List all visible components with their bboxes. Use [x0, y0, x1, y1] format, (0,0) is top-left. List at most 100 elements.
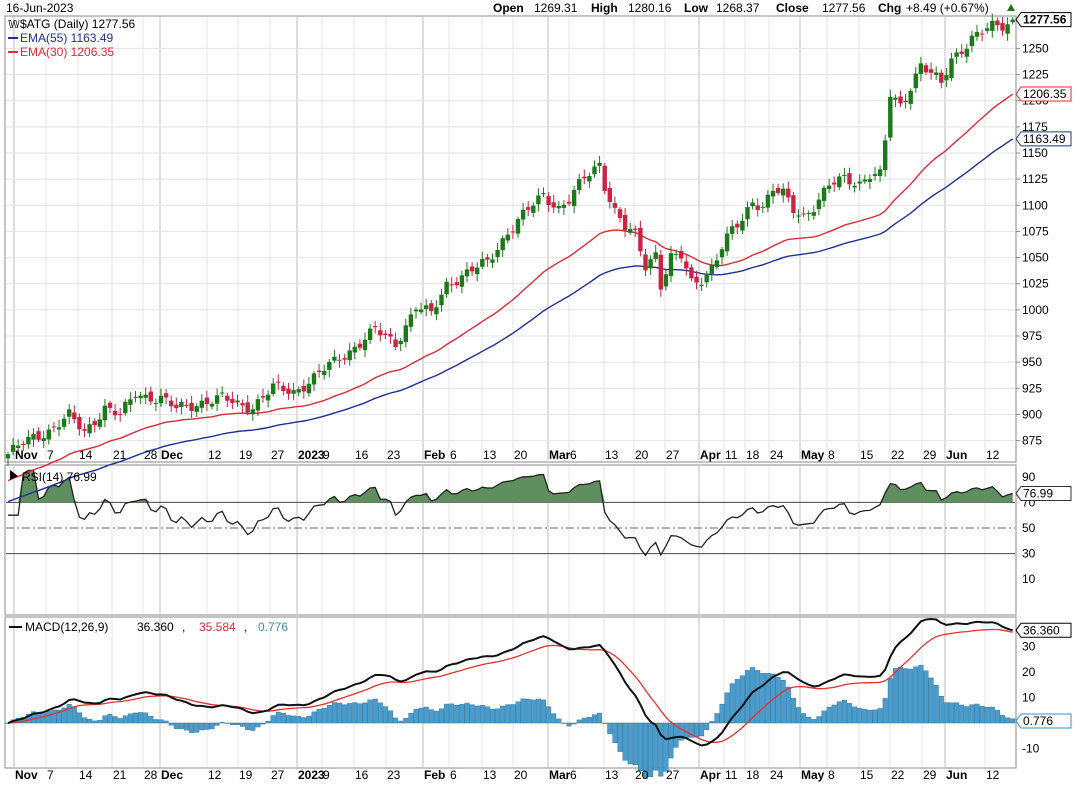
- macd-histogram-bar: [872, 709, 878, 724]
- macd-histogram-bar: [806, 717, 812, 724]
- price-panel: [4, 15, 1017, 463]
- close-value: 1277.56: [822, 1, 866, 15]
- macd-histogram-bar: [597, 712, 603, 724]
- ema-lines: [7, 93, 1014, 503]
- macd-histogram-bar: [321, 707, 327, 724]
- macd-histogram-bar: [311, 711, 317, 724]
- macd-histogram-bar: [515, 701, 521, 724]
- x-tick-label: 7: [47, 768, 54, 782]
- x-tick-label: 22: [891, 768, 905, 782]
- candle-body: [138, 395, 143, 399]
- rsi-tag: [1015, 485, 1072, 501]
- candle-body: [719, 249, 725, 258]
- x-tick-label: 13: [483, 448, 497, 462]
- candle-body: [418, 309, 424, 313]
- macd-histogram-bar: [500, 705, 506, 724]
- candle-body: [459, 275, 465, 287]
- macd-histogram-bar: [352, 702, 358, 724]
- macd-histogram-bar: [214, 722, 220, 726]
- macd-histogram-bar: [347, 703, 353, 724]
- candle-body: [658, 254, 663, 290]
- candle-body: [699, 284, 704, 286]
- candle-body: [413, 309, 419, 312]
- x-tick-label: 16: [355, 448, 369, 462]
- macd-histogram-bar: [566, 722, 572, 727]
- macd-histogram-bar: [280, 713, 286, 724]
- macd-histogram-bar: [581, 717, 587, 724]
- candle-body: [811, 212, 816, 216]
- macd-histogram-bar: [112, 716, 118, 724]
- candle-body: [357, 343, 363, 348]
- candle-body: [265, 394, 271, 401]
- macd-histogram-bar: [41, 713, 47, 724]
- candle-body: [842, 175, 847, 177]
- candle-body: [821, 187, 827, 201]
- rsi-panel: [4, 464, 1017, 616]
- macd-histogram-bar: [31, 711, 37, 724]
- candle-body: [240, 403, 245, 406]
- macd-histogram-bar: [816, 716, 822, 724]
- macd-histogram-bar: [97, 720, 103, 724]
- macd-histogram-bar: [699, 722, 705, 737]
- macd-histogram-bar: [132, 712, 138, 724]
- macd-histogram-bar: [943, 702, 949, 724]
- x-tick-label: 20: [635, 448, 649, 462]
- macd-histogram-bar: [255, 722, 261, 728]
- macd-histogram-bar: [653, 722, 659, 771]
- x-tick-label: Mar: [549, 448, 571, 462]
- macd-histogram-bar: [337, 703, 343, 724]
- candle-body: [204, 397, 210, 405]
- candle-body: [16, 445, 21, 448]
- x-tick-label: 11: [725, 768, 738, 782]
- candle-body: [332, 356, 337, 361]
- price-tick-label: 950: [1022, 355, 1042, 369]
- x-tick-label: 21: [113, 768, 127, 782]
- macd-histogram-bar: [275, 711, 281, 724]
- x-tick-label: 13: [605, 768, 619, 782]
- macd-histogram-bar: [102, 715, 108, 724]
- candles: [5, 13, 1015, 466]
- macd-histogram-bar: [464, 702, 470, 724]
- x-tick-label: 27: [271, 768, 285, 782]
- candle-body: [245, 402, 250, 413]
- x-tick-label: 6: [450, 448, 457, 462]
- candle-body: [373, 326, 378, 328]
- macd-histogram-bar: [561, 722, 567, 724]
- macd-histogram-bar: [469, 704, 475, 724]
- candle-body: [21, 443, 26, 446]
- macd-histogram-bar: [688, 722, 694, 738]
- hist-tag: [1015, 713, 1072, 729]
- candle-body: [582, 176, 587, 179]
- chg-value: +8.49 (+0.67%): [906, 1, 989, 15]
- x-tick-label: 27: [666, 768, 680, 782]
- macd-histogram-bar: [479, 705, 485, 724]
- rsi-tag-label: 76.99: [1023, 486, 1053, 500]
- candle-body: [475, 267, 480, 275]
- candle-body: [877, 169, 883, 176]
- candle-body: [673, 253, 679, 255]
- candle-body: [72, 412, 77, 420]
- macd-panel: [4, 616, 1017, 769]
- x-tick-label: 18: [746, 768, 760, 782]
- x-tick-label: 27: [271, 448, 285, 462]
- macd-histogram-bar: [296, 716, 302, 724]
- candle-body: [46, 429, 51, 440]
- macd-histogram-bar: [449, 703, 455, 724]
- macd-histogram-bar: [291, 715, 297, 724]
- hist-legend-value: 0.776: [258, 620, 288, 634]
- macd-histogram-bar: [765, 672, 771, 724]
- macd-histogram-bar: [867, 710, 873, 724]
- x-tick-label: 27: [666, 448, 680, 462]
- candle-body: [362, 339, 368, 350]
- macd-histogram-bar: [923, 670, 929, 724]
- symbol-legend: $ATG (Daily) 1277.56: [20, 17, 135, 31]
- candle-body: [97, 419, 102, 427]
- candle-body: [82, 429, 87, 431]
- candle-body: [740, 220, 745, 231]
- macd-histogram-bar: [25, 713, 31, 724]
- macd-histogram-bar: [189, 722, 195, 733]
- macd-histogram-bar: [643, 722, 649, 779]
- candle-body: [515, 218, 521, 234]
- macd-histogram-bar: [877, 708, 883, 724]
